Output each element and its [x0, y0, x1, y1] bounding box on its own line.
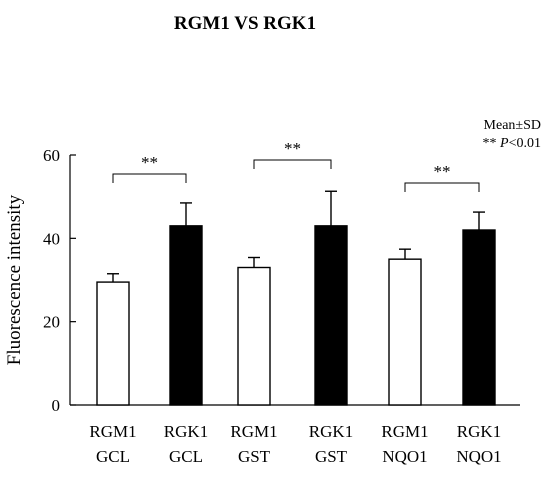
x-tick-label-line2: GCL: [96, 447, 130, 466]
x-tick-label-line1: RGM1: [230, 422, 277, 441]
legend-note-mean-sd: Mean±SD: [484, 118, 541, 133]
significance-bracket: [253, 159, 332, 169]
x-tick-label-line1: RGM1: [381, 422, 428, 441]
bar: [237, 266, 271, 406]
plot-area: 0 20 40 60 RGM1 GCL RGK1 GCL RGM1 GST RGK1 GST RGM1 N…: [43, 139, 520, 466]
significance-bracket: [112, 173, 187, 183]
x-tick-label-line2: NQO1: [382, 447, 427, 466]
x-tick-label-line2: GST: [238, 447, 271, 466]
x-tick-label-line1: RGK1: [309, 422, 353, 441]
significance-label: **: [141, 153, 158, 172]
significance-bracket: [404, 182, 480, 192]
x-tick-label-line2: GST: [315, 447, 348, 466]
x-tick-label-line2: GCL: [169, 447, 203, 466]
chart-title: RGM1 VS RGK1: [174, 13, 316, 34]
bar: [462, 229, 496, 406]
bar: [314, 225, 348, 406]
significance-label: **: [434, 162, 451, 181]
x-tick-label-line2: NQO1: [456, 447, 501, 466]
y-tick-label: 0: [52, 396, 61, 415]
x-tick-label-line1: RGM1: [89, 422, 136, 441]
legend-note-significance: ** P<0.01: [483, 136, 541, 151]
bar: [96, 281, 130, 406]
x-tick-label-line1: RGK1: [164, 422, 208, 441]
significance-label: **: [284, 139, 301, 158]
x-tick-label-line1: RGK1: [457, 422, 501, 441]
bar: [388, 258, 422, 406]
bar: [169, 225, 203, 406]
y-tick-label: 40: [43, 229, 60, 248]
y-tick-label: 60: [43, 146, 60, 165]
y-tick-label: 20: [43, 313, 60, 332]
y-axis-label: Fluorescence intensity: [4, 194, 25, 365]
